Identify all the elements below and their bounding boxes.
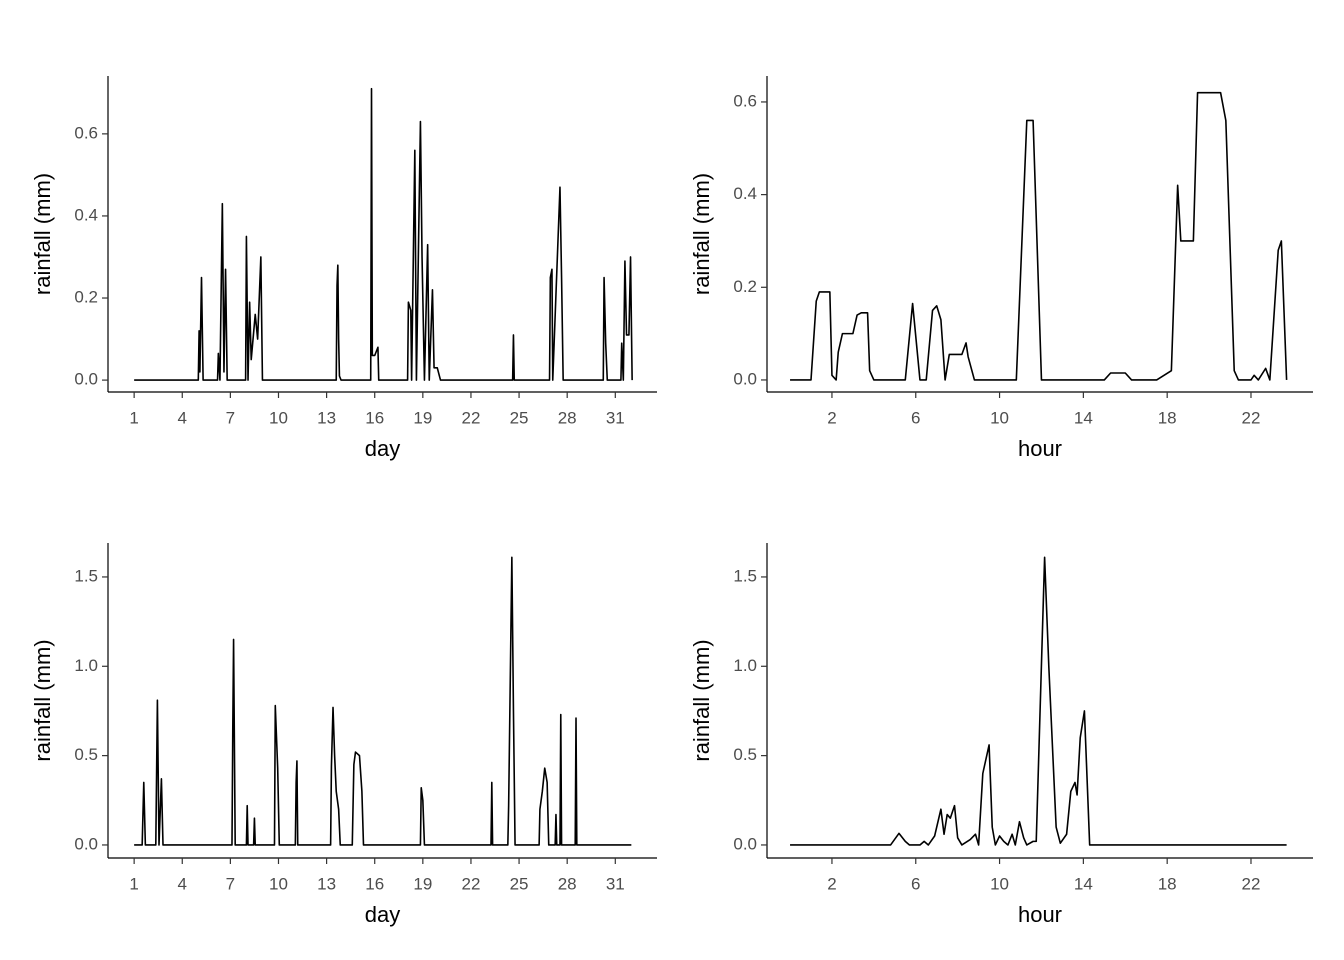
y-axis-title: rainfall (mm)	[689, 173, 714, 295]
rainfall-line	[134, 87, 633, 381]
x-tick-label: 2	[827, 408, 836, 427]
y-tick-label: 0.2	[733, 277, 757, 296]
y-axis-title: rainfall (mm)	[30, 173, 55, 295]
y-tick-label: 0.5	[74, 745, 98, 764]
y-tick-label: 1.5	[74, 566, 98, 585]
x-tick-label: 18	[1158, 408, 1177, 427]
x-tick-label: 13	[317, 408, 336, 427]
x-axis-title: hour	[1018, 902, 1062, 927]
x-tick-label: 13	[317, 874, 336, 893]
y-axis-title: rainfall (mm)	[30, 639, 55, 761]
x-tick-label: 31	[606, 874, 625, 893]
y-tick-label: 0.0	[74, 834, 98, 853]
x-tick-label: 22	[1242, 874, 1261, 893]
x-tick-label: 19	[413, 874, 432, 893]
x-tick-label: 6	[911, 874, 920, 893]
x-tick-label: 4	[178, 408, 187, 427]
x-tick-label: 28	[558, 874, 577, 893]
y-tick-label: 0.6	[74, 123, 98, 142]
x-tick-label: 10	[990, 874, 1009, 893]
x-tick-label: 7	[226, 874, 235, 893]
y-tick-label: 0.2	[74, 288, 98, 307]
x-tick-label: 6	[911, 408, 920, 427]
x-tick-label: 22	[461, 408, 480, 427]
x-tick-label: 25	[510, 874, 529, 893]
x-axis-title: hour	[1018, 436, 1062, 461]
x-tick-label: 28	[558, 408, 577, 427]
x-tick-label: 31	[606, 408, 625, 427]
x-axis-title: day	[365, 902, 400, 927]
x-tick-label: 1	[129, 408, 138, 427]
x-tick-label: 16	[365, 874, 384, 893]
y-tick-label: 0.6	[733, 91, 757, 110]
y-tick-label: 1.0	[733, 656, 757, 675]
y-tick-label: 0.4	[74, 205, 98, 224]
x-tick-label: 14	[1074, 874, 1093, 893]
y-tick-label: 0.0	[733, 834, 757, 853]
x-axis-title: day	[365, 436, 400, 461]
x-tick-label: 19	[413, 408, 432, 427]
x-tick-label: 25	[510, 408, 529, 427]
x-tick-label: 22	[461, 874, 480, 893]
y-tick-label: 0.0	[733, 369, 757, 388]
x-tick-label: 10	[269, 874, 288, 893]
x-tick-label: 10	[990, 408, 1009, 427]
x-tick-label: 1	[129, 874, 138, 893]
x-tick-label: 4	[178, 874, 187, 893]
rainfall-line	[790, 91, 1288, 381]
x-tick-label: 16	[365, 408, 384, 427]
y-tick-label: 0.5	[733, 745, 757, 764]
y-axis-title: rainfall (mm)	[689, 639, 714, 761]
y-tick-label: 1.5	[733, 566, 757, 585]
y-tick-label: 0.4	[733, 184, 757, 203]
x-tick-label: 22	[1242, 408, 1261, 427]
y-tick-label: 0.0	[74, 370, 98, 389]
x-tick-label: 2	[827, 874, 836, 893]
x-tick-label: 14	[1074, 408, 1093, 427]
x-tick-label: 7	[226, 408, 235, 427]
y-tick-label: 1.0	[74, 656, 98, 675]
x-tick-label: 18	[1158, 874, 1177, 893]
rainfall-line	[134, 556, 632, 846]
x-tick-label: 10	[269, 408, 288, 427]
rainfall-line	[790, 556, 1287, 846]
